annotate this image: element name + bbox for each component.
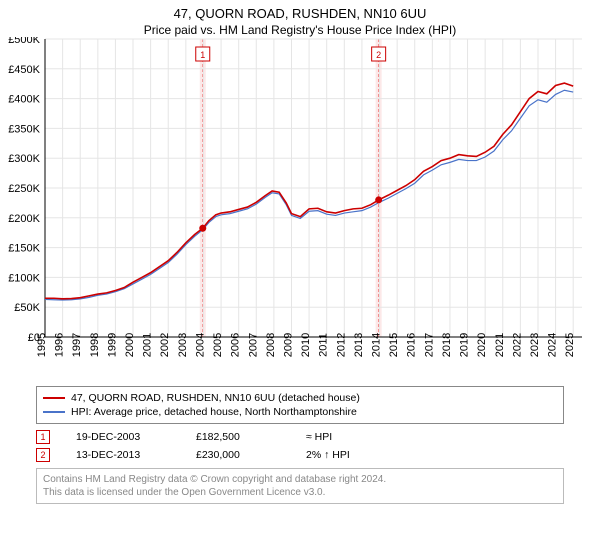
x-tick-label: 2024 [547, 333, 559, 357]
marker-row-diff: ≈ HPI [306, 431, 386, 443]
x-tick-label: 2008 [265, 333, 277, 357]
y-tick-label: £500K [8, 37, 40, 46]
marker-badge-num: 2 [376, 50, 381, 60]
footer-line-1: Contains HM Land Registry data © Crown c… [43, 473, 557, 486]
legend-row: 47, QUORN ROAD, RUSHDEN, NN10 6UU (detac… [43, 391, 557, 405]
x-tick-label: 1996 [54, 333, 66, 357]
legend: 47, QUORN ROAD, RUSHDEN, NN10 6UU (detac… [36, 386, 564, 424]
marker-row: 1 19-DEC-2003£182,500≈ HPI [36, 430, 564, 444]
x-tick-label: 2018 [441, 333, 453, 357]
legend-swatch [43, 411, 65, 413]
title-subtitle: Price paid vs. HM Land Registry's House … [0, 23, 600, 37]
x-tick-label: 2016 [406, 333, 418, 357]
marker-table: 1 19-DEC-2003£182,500≈ HPI 2 13-DEC-2013£23… [36, 430, 564, 462]
x-tick-label: 2010 [300, 333, 312, 357]
marker-row-price: £230,000 [196, 449, 306, 461]
y-tick-label: £150K [8, 243, 40, 255]
x-tick-label: 2014 [371, 333, 383, 357]
marker-row-price: £182,500 [196, 431, 306, 443]
x-tick-label: 2007 [247, 333, 259, 357]
x-tick-label: 2020 [476, 333, 488, 357]
legend-swatch [43, 397, 65, 399]
x-tick-label: 2021 [494, 333, 506, 357]
marker-row: 2 13-DEC-2013£230,0002% ↑ HPI [36, 448, 564, 462]
x-tick-label: 2023 [529, 333, 541, 357]
marker-point [375, 196, 382, 203]
x-tick-label: 2019 [459, 333, 471, 357]
marker-row-badge: 2 [36, 448, 50, 462]
x-tick-label: 2022 [511, 333, 523, 357]
x-tick-label: 2006 [230, 333, 242, 357]
y-tick-label: £50K [14, 302, 40, 314]
marker-row-badge: 1 [36, 430, 50, 444]
x-tick-label: 2001 [142, 333, 154, 357]
x-tick-label: 2002 [159, 333, 171, 357]
marker-point [199, 225, 206, 232]
legend-row: HPI: Average price, detached house, Nort… [43, 405, 557, 419]
chart-area: £0£50K£100K£150K£200K£250K£300K£350K£400… [0, 37, 600, 382]
chart-svg: £0£50K£100K£150K£200K£250K£300K£350K£400… [0, 37, 600, 382]
x-tick-label: 2013 [353, 333, 365, 357]
x-tick-label: 2004 [194, 333, 206, 357]
marker-row-date: 13-DEC-2013 [76, 449, 196, 461]
marker-badge-num: 1 [200, 50, 205, 60]
marker-row-diff: 2% ↑ HPI [306, 449, 386, 461]
x-tick-label: 1998 [89, 333, 101, 357]
y-tick-label: £400K [8, 94, 40, 106]
x-tick-label: 2009 [282, 333, 294, 357]
legend-label: HPI: Average price, detached house, Nort… [71, 405, 357, 419]
y-tick-label: £200K [8, 213, 40, 225]
marker-row-date: 19-DEC-2003 [76, 431, 196, 443]
x-tick-label: 2012 [335, 333, 347, 357]
y-tick-label: £250K [8, 183, 40, 195]
y-tick-label: £100K [8, 272, 40, 284]
x-tick-label: 2025 [564, 333, 576, 357]
x-tick-label: 1997 [71, 333, 83, 357]
x-tick-label: 2015 [388, 333, 400, 357]
x-tick-label: 2017 [423, 333, 435, 357]
y-tick-label: £450K [8, 64, 40, 76]
legend-label: 47, QUORN ROAD, RUSHDEN, NN10 6UU (detac… [71, 391, 360, 405]
y-tick-label: £350K [8, 123, 40, 135]
x-tick-label: 2000 [124, 333, 136, 357]
footer-line-2: This data is licensed under the Open Gov… [43, 486, 557, 499]
chart-titles: 47, QUORN ROAD, RUSHDEN, NN10 6UU Price … [0, 0, 600, 37]
y-tick-label: £300K [8, 153, 40, 165]
title-address: 47, QUORN ROAD, RUSHDEN, NN10 6UU [0, 6, 600, 21]
x-tick-label: 1999 [106, 333, 118, 357]
x-tick-label: 2003 [177, 333, 189, 357]
x-tick-label: 2005 [212, 333, 224, 357]
footer-attribution: Contains HM Land Registry data © Crown c… [36, 468, 564, 504]
x-tick-label: 1995 [36, 333, 48, 357]
